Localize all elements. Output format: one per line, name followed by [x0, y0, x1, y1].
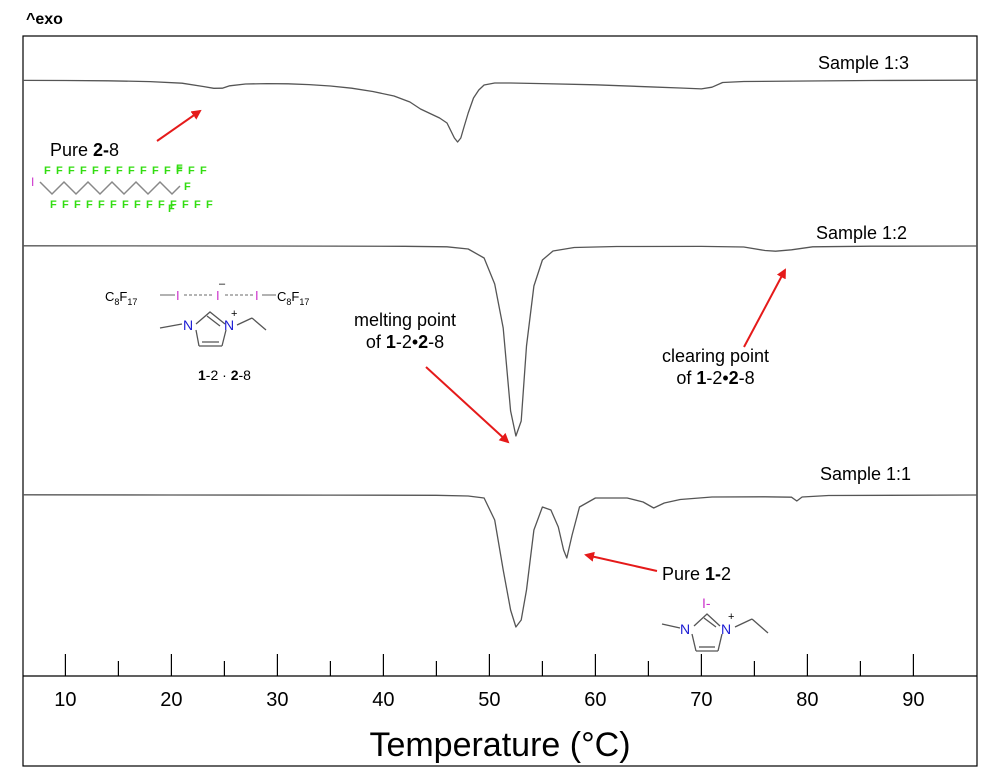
fluorine-atom: F: [182, 199, 189, 211]
c8f17-right: C8F17: [277, 289, 309, 307]
iodine-right: I: [255, 288, 259, 303]
fluorine-atom: F: [80, 165, 87, 177]
series-curve-1-2: [22, 245, 978, 437]
iodide-charge: –: [219, 278, 226, 290]
fluorine-atom: F: [184, 181, 191, 193]
iodine-left: I: [176, 288, 180, 303]
melting-line-2: of 1-2•2-8: [365, 332, 445, 352]
clearing-line-1: clearing point: [661, 346, 770, 366]
imidazolium-iodide-structure: N N + I-: [661, 595, 769, 652]
x-tick-label: 10: [54, 689, 76, 711]
iodine-atom: I: [31, 175, 34, 189]
arrow-melting-point: [425, 366, 510, 444]
fluorine-atom: F: [188, 165, 195, 177]
fluorine-atom: F: [158, 199, 165, 211]
n-plus-1: +: [231, 308, 237, 320]
fluorine-atom: F: [170, 199, 177, 211]
cocrystal-structure: C8F17 I I – I C8F17 N N + 1-2 · 2-8: [105, 278, 309, 383]
fluorine-atom: F: [206, 199, 213, 211]
curves: [22, 79, 978, 628]
fluorine-atom: F: [176, 165, 183, 177]
n-atom-3: N: [680, 621, 690, 637]
annotation-pure-2-8: Pure 2-8: [50, 140, 120, 160]
x-tick-label: 60: [584, 689, 606, 711]
annotation-clearing-point: clearing point of 1-2•2-8: [643, 345, 788, 389]
annotation-pure-1-2: Pure 1-2: [662, 564, 732, 584]
x-ticks: 10 20 30 40 50 60 70 80 90: [54, 654, 925, 711]
x-tick-label: 70: [690, 689, 712, 711]
series-curve-1-1: [22, 494, 978, 628]
cocrystal-label: 1-2 · 2-8: [198, 367, 251, 383]
x-tick-label: 90: [902, 689, 924, 711]
clearing-line-2: of 1-2•2-8: [676, 368, 755, 388]
x-tick-label: 50: [478, 689, 500, 711]
n-atom-4: N: [721, 621, 731, 637]
fluorine-atom: F: [92, 165, 99, 177]
fluorine-atom: F: [104, 165, 111, 177]
x-tick-label: 20: [160, 689, 182, 711]
series-label-1-3: Sample 1:3: [818, 53, 909, 73]
fluorine-atom: F: [176, 163, 183, 175]
n-atom-2: N: [224, 317, 234, 333]
imidazolium-cation-1: [159, 311, 267, 347]
arrow-pure-1-2: [584, 551, 658, 572]
fluorine-atom: F: [98, 199, 105, 211]
fluorine-atom: F: [140, 165, 147, 177]
x-tick-label: 30: [266, 689, 288, 711]
fluorine-atom: F: [164, 165, 171, 177]
c8f17-left: C8F17: [105, 289, 137, 307]
fluorine-atom: F: [56, 165, 63, 177]
x-axis-title: Temperature (°C): [369, 726, 630, 764]
iodide-center: I: [216, 288, 220, 303]
exo-label: ^exo: [26, 11, 63, 28]
fluorine-atom: F: [128, 165, 135, 177]
iodide-anion: I-: [702, 595, 711, 611]
n-plus-2: +: [728, 611, 734, 623]
fluorine-atom: F: [74, 199, 81, 211]
fluorine-atom: F: [86, 199, 93, 211]
fluorine-atom: F: [110, 199, 117, 211]
annotation-melting-point: melting point of 1-2•2-8: [337, 309, 473, 353]
fluorine-atom: F: [62, 199, 69, 211]
melting-line-1: melting point: [353, 310, 457, 330]
fluorine-atom: F: [168, 203, 175, 215]
fluorine-atom: F: [68, 165, 75, 177]
plot-frame: [22, 35, 978, 767]
arrow-clearing-point: [743, 268, 786, 348]
x-tick-label: 40: [372, 689, 394, 711]
series-curve-1-3: [22, 79, 978, 143]
n-atom-1: N: [183, 317, 193, 333]
fluorine-atom: F: [146, 199, 153, 211]
series-label-1-1: Sample 1:1: [820, 464, 911, 484]
fluorine-atom: F: [44, 165, 51, 177]
fluorine-atom: F: [194, 199, 201, 211]
fluorine-atom: F: [134, 199, 141, 211]
arrow-pure-2-8: [156, 109, 202, 142]
fluorine-atom: F: [152, 165, 159, 177]
fluorine-atom: F: [116, 165, 123, 177]
x-tick-label: 80: [796, 689, 818, 711]
fluorine-atom: F: [200, 165, 207, 177]
series-label-1-2: Sample 1:2: [816, 223, 907, 243]
fluorine-atom: F: [50, 199, 57, 211]
fluorine-atom: F: [122, 199, 129, 211]
